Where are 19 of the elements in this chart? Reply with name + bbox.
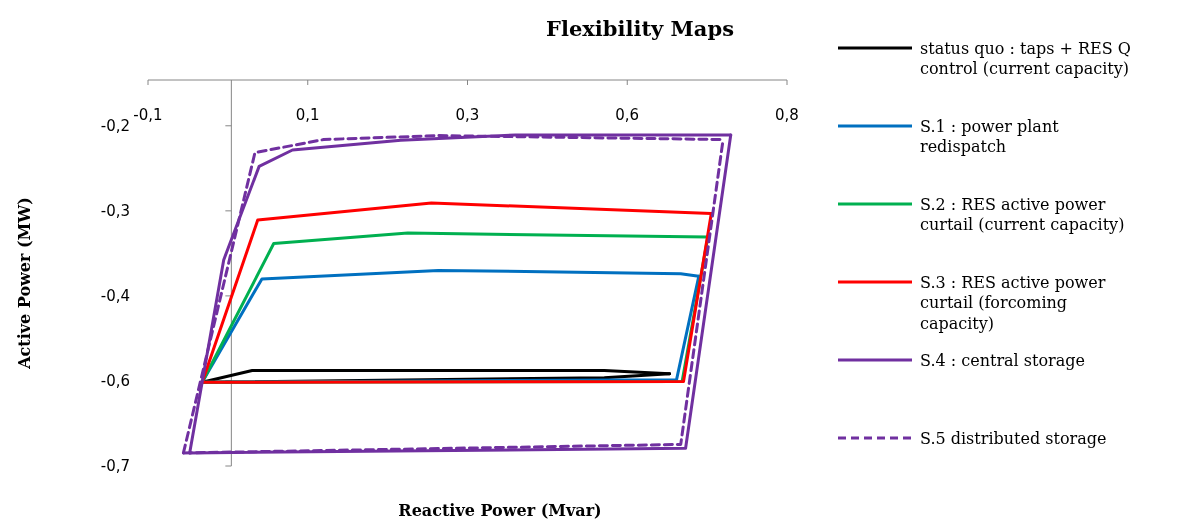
x-axis-title: Reactive Power (Mvar) bbox=[398, 501, 602, 520]
y-tick-label: -0,7 bbox=[100, 457, 130, 476]
legend-label: status quo : taps + RES Q control (current capacity) bbox=[920, 38, 1131, 79]
y-axis-title: Active Power (MW) bbox=[15, 197, 34, 370]
y-tick-label: -0,2 bbox=[100, 117, 130, 136]
x-tick-label: 0,1 bbox=[295, 106, 320, 124]
x-tick-label: 0,6 bbox=[615, 106, 640, 124]
x-tick-label: -0,1 bbox=[133, 106, 163, 124]
legend-label: S.1 : power plant redispatch bbox=[920, 116, 1060, 157]
legend-label: S.2 : RES active power curtail (current capacity) bbox=[920, 194, 1125, 235]
legend-label: S.4 : central storage bbox=[920, 350, 1085, 370]
legend-label: S.5 distributed storage bbox=[920, 428, 1107, 448]
y-tick-label: -0,6 bbox=[100, 372, 130, 391]
y-tick-label: -0,4 bbox=[100, 287, 130, 306]
legend-label: S.3 : RES active power curtail (forcoming capacity) bbox=[920, 272, 1106, 334]
y-tick-label: -0,3 bbox=[100, 202, 130, 221]
chart-title: Flexibility Maps bbox=[546, 16, 734, 41]
x-tick-label: 0,8 bbox=[775, 106, 799, 124]
x-tick-label: 0,3 bbox=[455, 106, 480, 124]
